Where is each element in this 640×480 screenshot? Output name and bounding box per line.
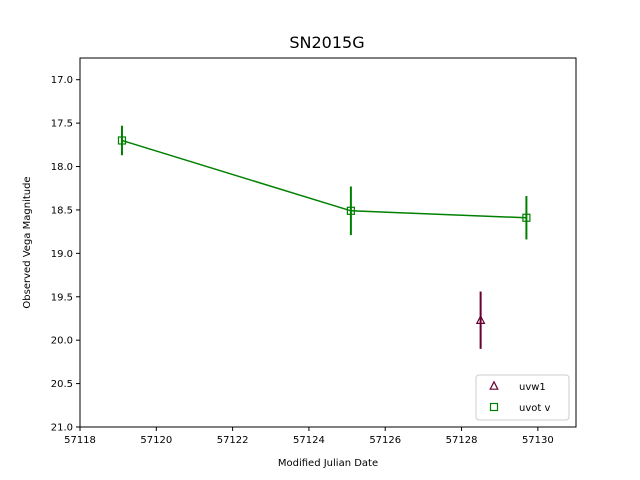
x-tick-label: 57120 xyxy=(140,435,172,446)
y-tick-label: 18.0 xyxy=(51,162,73,173)
x-tick-label: 57130 xyxy=(522,435,554,446)
y-tick-label: 20.5 xyxy=(51,379,73,390)
x-tick-label: 57118 xyxy=(64,435,96,446)
x-tick-label: 57126 xyxy=(369,435,401,446)
plot-area xyxy=(117,125,531,349)
y-axis: 17.0 17.5 18.0 18.5 19.0 19.5 20.0 20.5 21.0 xyxy=(51,75,80,434)
data-point xyxy=(475,314,486,325)
y-tick-label: 19.0 xyxy=(51,249,73,260)
series-uvw1 xyxy=(475,291,486,349)
legend-box xyxy=(475,374,570,421)
legend-marker-uvot-v xyxy=(489,402,499,412)
data-point xyxy=(117,136,127,145)
y-tick-label: 21.0 xyxy=(51,423,73,434)
y-tick-label: 17.5 xyxy=(51,119,73,130)
y-tick-label: 18.5 xyxy=(51,205,73,216)
data-point xyxy=(346,206,355,215)
legend-marker-uvw1 xyxy=(489,380,499,390)
legend-label: uvot v xyxy=(519,403,550,414)
x-axis-label: Modified Julian Date xyxy=(278,458,378,469)
legend: uvw1 uvot v xyxy=(475,374,570,421)
series-line xyxy=(121,139,527,219)
data-point xyxy=(522,213,531,222)
x-tick-label: 57124 xyxy=(293,435,325,446)
x-tick-label: 57128 xyxy=(446,435,478,446)
x-axis: 57118 57120 57122 57124 57126 57128 57130 xyxy=(64,427,554,446)
y-tick-label: 17.0 xyxy=(51,75,73,86)
x-tick-label: 57122 xyxy=(217,435,249,446)
axes-frame xyxy=(79,57,577,428)
y-tick-label: 20.0 xyxy=(51,336,73,347)
y-axis-label: Observed Vega Magnitude xyxy=(22,176,33,308)
legend-label: uvw1 xyxy=(519,382,546,393)
series-uvot-v xyxy=(117,125,531,240)
chart-title: SN2015G xyxy=(289,33,364,52)
y-tick-label: 19.5 xyxy=(51,292,73,303)
